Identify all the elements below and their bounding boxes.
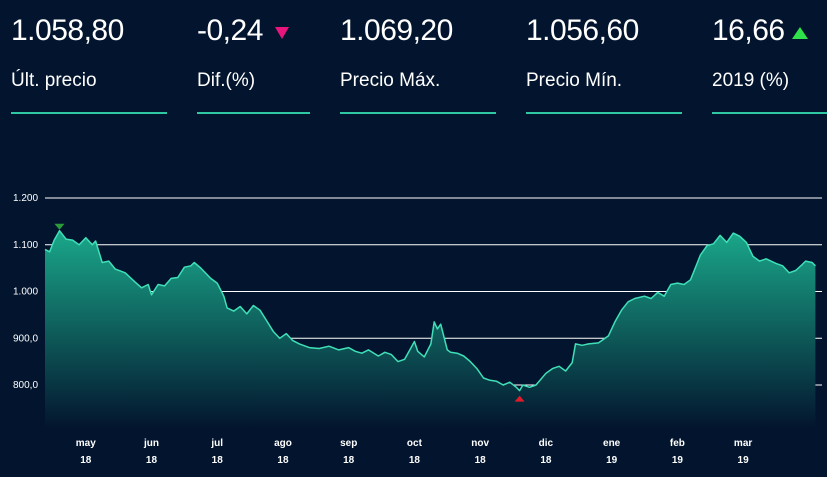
x-tick-year: 18 — [409, 455, 421, 466]
x-tick-year: 18 — [277, 455, 289, 466]
x-tick-month: jul — [210, 438, 223, 449]
ytd-label: 2019 (%) — [712, 70, 790, 91]
x-tick-year: 19 — [672, 455, 684, 466]
diff-value: -0,24 — [197, 14, 263, 47]
area-series — [44, 229, 816, 428]
last-price-value: 1.058,80 — [11, 14, 124, 47]
max-price-label: Precio Máx. — [340, 70, 441, 91]
x-tick-year: 18 — [540, 455, 552, 466]
x-tick-year: 18 — [475, 455, 487, 466]
x-tick-month: ene — [603, 438, 621, 449]
down-triangle-icon — [275, 27, 289, 39]
price-line — [44, 229, 816, 392]
last-price-label: Últ. precio — [11, 70, 97, 91]
x-tick-month: jun — [143, 438, 159, 449]
x-tick-month: sep — [340, 438, 357, 449]
x-tick-month: nov — [471, 438, 489, 449]
x-tick-year: 18 — [212, 455, 224, 466]
y-tick-label: 1.200 — [13, 193, 38, 204]
stat-underline — [340, 112, 496, 114]
price-area — [45, 230, 816, 428]
y-tick-label: 800,0 — [13, 380, 38, 391]
stat-underline — [712, 112, 827, 114]
x-tick-year: 19 — [606, 455, 618, 466]
x-tick-year: 18 — [343, 455, 355, 466]
stat-underline — [11, 112, 167, 114]
ytd-value: 16,66 — [712, 14, 785, 47]
y-tick-label: 900,0 — [13, 333, 38, 344]
diff-label: Dif.(%) — [197, 70, 256, 91]
up-triangle-icon — [792, 27, 808, 39]
x-tick-year: 19 — [738, 455, 750, 466]
y-tick-label: 1.100 — [13, 240, 38, 251]
min-marker-icon — [514, 395, 525, 402]
y-axis: 800,0 900,0 1.000 1.100 1.200 — [13, 193, 38, 391]
stat-underline — [197, 112, 310, 114]
markers — [54, 223, 525, 402]
x-tick-month: feb — [670, 438, 685, 449]
x-tick-month: oct — [407, 438, 423, 449]
x-tick-month: mar — [734, 438, 752, 449]
min-price-label: Precio Mín. — [526, 70, 623, 91]
x-tick-month: may — [76, 438, 96, 449]
x-axis: may 18 jun 18 jul 18 ago 18 sep 18 oct 18 nov 18 dic 18… — [76, 438, 753, 466]
x-tick-month: dic — [539, 438, 554, 449]
y-tick-label: 1.000 — [13, 287, 38, 298]
price-chart: 800,0 900,0 1.000 1.100 1.200 may 18 jun 18 jul 1… — [13, 193, 822, 466]
stat-underline — [526, 112, 682, 114]
max-price-value: 1.069,20 — [340, 14, 453, 47]
x-tick-year: 18 — [146, 455, 158, 466]
max-marker-icon — [54, 223, 65, 230]
x-tick-month: ago — [274, 438, 292, 449]
x-tick-year: 18 — [80, 455, 92, 466]
min-price-value: 1.056,60 — [526, 14, 639, 47]
